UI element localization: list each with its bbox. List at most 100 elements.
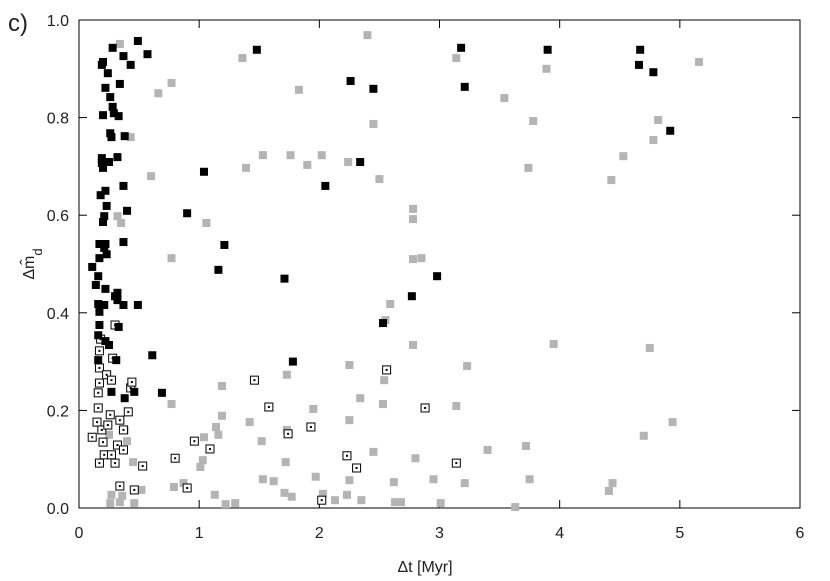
- point: [245, 418, 254, 427]
- point-open-dot: [455, 462, 458, 465]
- y-axis-label: Δm̂d: [18, 248, 44, 279]
- point: [202, 219, 211, 228]
- point: [101, 284, 110, 293]
- point: [113, 212, 122, 221]
- point-open-dot: [193, 440, 196, 443]
- point: [105, 158, 114, 167]
- point: [221, 500, 230, 509]
- point: [356, 394, 365, 403]
- point: [543, 45, 552, 54]
- point: [649, 136, 658, 145]
- point-open-dot: [424, 406, 427, 409]
- point: [167, 254, 176, 263]
- point: [522, 442, 531, 451]
- point-open-dot: [118, 485, 121, 488]
- point: [460, 82, 469, 91]
- point: [217, 411, 226, 420]
- x-tick-label: 6: [796, 525, 805, 542]
- point-open-dot: [91, 436, 94, 439]
- point: [342, 490, 351, 499]
- point: [346, 77, 355, 85]
- point: [115, 498, 124, 507]
- point: [119, 52, 128, 61]
- point: [238, 54, 247, 63]
- point: [211, 422, 220, 431]
- point: [460, 479, 469, 488]
- point: [417, 254, 426, 263]
- point: [397, 498, 406, 507]
- plot-frame: [78, 19, 801, 509]
- point: [91, 280, 100, 289]
- point-open-dot: [110, 453, 113, 456]
- point: [214, 265, 223, 274]
- point: [96, 191, 105, 200]
- point: [463, 361, 472, 370]
- point: [344, 158, 353, 167]
- point: [130, 499, 139, 508]
- point: [129, 458, 138, 467]
- point: [143, 50, 152, 59]
- point: [119, 238, 128, 247]
- point: [154, 89, 163, 98]
- point-open-dot: [253, 379, 256, 382]
- y-tick-label: 0.2: [47, 403, 69, 420]
- point: [311, 472, 320, 481]
- point: [95, 239, 104, 248]
- point: [94, 272, 103, 281]
- point-open-dot: [109, 413, 112, 416]
- point-open-dot: [355, 466, 358, 469]
- x-tick-label: 3: [435, 525, 444, 542]
- point-open-dot: [97, 406, 100, 409]
- point: [94, 300, 103, 309]
- point: [95, 321, 104, 329]
- point: [281, 458, 290, 467]
- point: [375, 175, 384, 184]
- point: [695, 57, 704, 66]
- point: [363, 31, 372, 40]
- point: [99, 218, 108, 227]
- x-tick-label: 1: [195, 525, 204, 542]
- point: [100, 243, 109, 252]
- point: [109, 109, 118, 118]
- point: [369, 84, 378, 93]
- point: [252, 45, 261, 54]
- point: [126, 133, 135, 142]
- point-open-dot: [122, 448, 125, 451]
- point: [511, 503, 520, 512]
- point: [113, 153, 122, 162]
- point: [217, 382, 226, 390]
- point: [94, 331, 103, 340]
- point: [280, 274, 289, 283]
- point: [100, 212, 109, 221]
- point: [369, 447, 378, 456]
- point: [636, 45, 645, 54]
- point: [357, 496, 366, 505]
- point: [429, 475, 438, 484]
- point: [106, 93, 115, 102]
- point: [183, 209, 192, 218]
- y-axis-label-sub: d: [30, 248, 45, 255]
- point: [607, 176, 616, 185]
- y-tick-label: 0.0: [47, 501, 69, 518]
- point: [106, 499, 115, 508]
- point: [118, 491, 127, 500]
- point-open-dot: [208, 447, 211, 450]
- point-open-dot: [133, 488, 136, 491]
- x-tick-label: 4: [555, 525, 564, 542]
- point-open-dot: [141, 465, 144, 468]
- point: [137, 485, 146, 494]
- point-open-dot: [287, 432, 290, 435]
- point: [107, 387, 116, 396]
- point-open-dot: [98, 382, 101, 385]
- point: [436, 499, 445, 508]
- point: [317, 151, 326, 160]
- point: [286, 151, 295, 160]
- point: [88, 262, 97, 271]
- point: [294, 85, 303, 94]
- point: [433, 272, 442, 281]
- y-axis-label-main: Δm̂: [18, 256, 38, 280]
- point: [120, 394, 129, 403]
- point: [167, 78, 176, 87]
